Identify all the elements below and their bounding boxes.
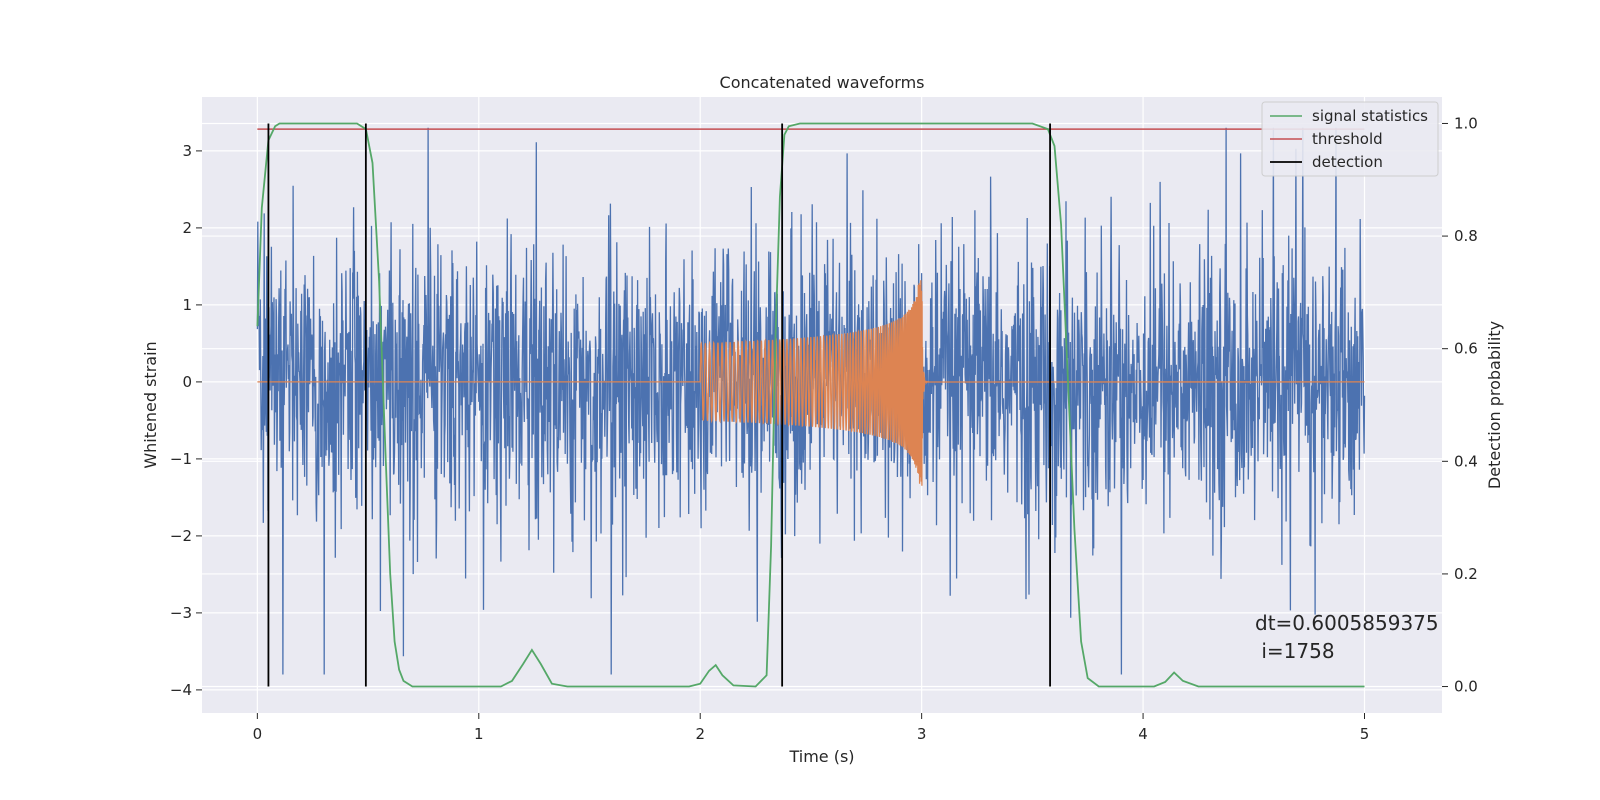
left-axis-ticks: −4 −3 −2 −1 0 1 2 3 — [170, 142, 202, 699]
annotation-dt: dt=0.6005859375 — [1255, 611, 1439, 635]
chart-title: Concatenated waveforms — [720, 73, 925, 92]
x-tick-label-0: 0 — [253, 725, 263, 743]
right-axis-ticks: 0.0 0.2 0.4 0.6 0.8 1.0 — [1442, 114, 1478, 696]
x-axis-label: Time (s) — [788, 747, 854, 766]
y2-tick-label-2: 0.4 — [1454, 452, 1478, 470]
legend: signal statistics threshold detection — [1261, 101, 1439, 177]
y2-tick-label-3: 0.6 — [1454, 340, 1478, 358]
legend-label-threshold: threshold — [1312, 130, 1383, 148]
x-tick-label-5: 5 — [1360, 725, 1370, 743]
y-tick-label-7: 3 — [182, 142, 192, 160]
y-tick-label-6: 2 — [182, 219, 192, 237]
legend-box — [1261, 101, 1439, 177]
bottom-axis-ticks: 0 1 2 3 4 5 — [253, 713, 1370, 743]
series-signal-statistics — [256, 122, 1365, 688]
data-layer — [256, 122, 1366, 688]
y-tick-label-0: −4 — [170, 681, 192, 699]
y-axis-label: Whitened strain — [141, 341, 160, 468]
x-tick-label-2: 2 — [695, 725, 705, 743]
y2-axis-label: Detection probability — [1485, 321, 1504, 489]
y-tick-label-4: 0 — [182, 373, 192, 391]
y-tick-label-5: 1 — [182, 296, 192, 314]
y-tick-label-3: −1 — [170, 450, 192, 468]
x-tick-label-1: 1 — [474, 725, 484, 743]
y-tick-label-1: −3 — [170, 604, 192, 622]
y-tick-label-2: −2 — [170, 527, 192, 545]
legend-label-detection: detection — [1312, 153, 1383, 171]
y2-tick-label-1: 0.2 — [1454, 565, 1478, 583]
y2-tick-label-5: 1.0 — [1454, 114, 1478, 132]
annotation-i: i=1758 — [1255, 639, 1335, 663]
x-tick-label-4: 4 — [1138, 725, 1148, 743]
y2-tick-label-4: 0.8 — [1454, 227, 1478, 245]
series-injected-waveform — [257, 280, 1365, 486]
x-tick-label-3: 3 — [917, 725, 927, 743]
y2-tick-label-0: 0.0 — [1454, 678, 1478, 696]
legend-label-signal: signal statistics — [1312, 107, 1428, 125]
